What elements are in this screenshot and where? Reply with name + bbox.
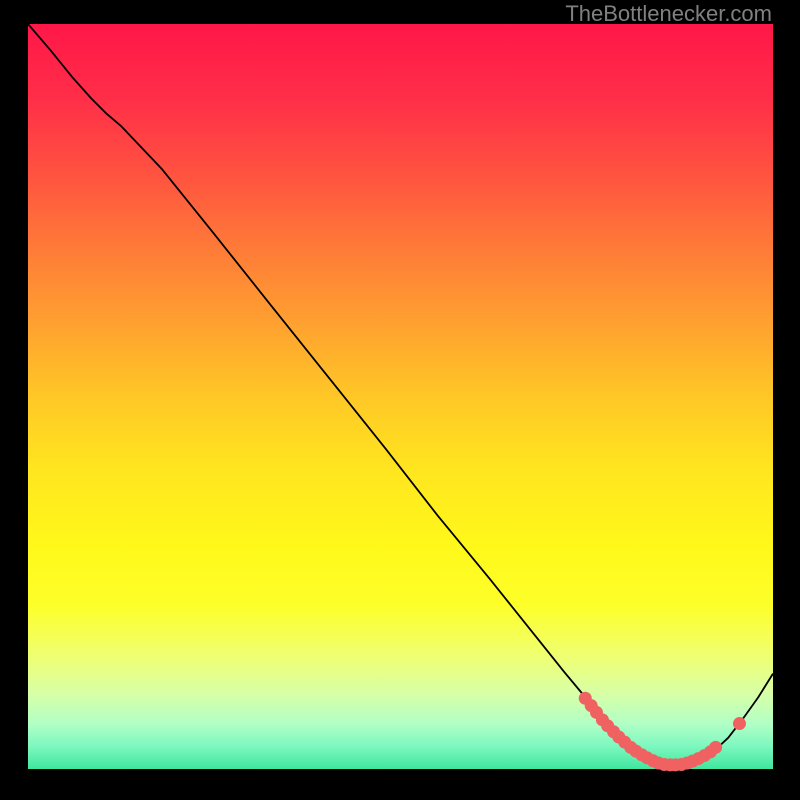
chart-frame: TheBottlenecker.com (0, 0, 800, 800)
marker-dot (733, 717, 746, 730)
curve-layer (28, 24, 773, 769)
marker-dots-group (579, 692, 746, 772)
marker-dot (709, 741, 722, 754)
plot-area (28, 24, 773, 769)
watermark-text: TheBottlenecker.com (565, 1, 772, 27)
bottleneck-curve (28, 24, 773, 765)
